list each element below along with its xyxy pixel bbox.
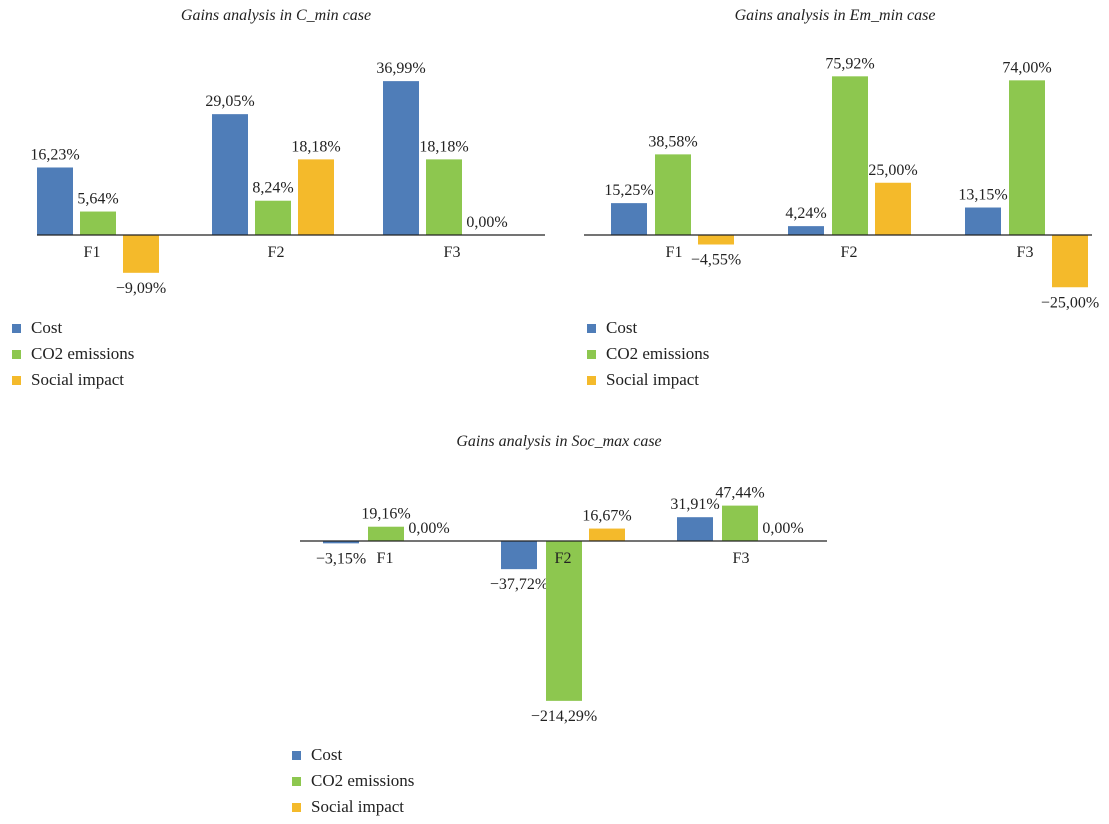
bar-social-impact-f2 bbox=[875, 182, 911, 235]
data-label: −9,09% bbox=[116, 280, 166, 297]
bar-cost-f3 bbox=[677, 517, 713, 541]
category-label: F1 bbox=[377, 550, 394, 567]
bar-co2-emissions-f1 bbox=[368, 526, 404, 541]
data-label: 13,15% bbox=[958, 187, 1007, 204]
data-label: 29,05% bbox=[205, 93, 254, 110]
legend-label: Social impact bbox=[606, 370, 699, 389]
legend-label: Social impact bbox=[311, 797, 404, 816]
bar-co2-emissions-f1 bbox=[655, 154, 691, 235]
category-label: F2 bbox=[268, 244, 285, 261]
bar-social-impact-f1 bbox=[698, 235, 734, 245]
bar-cost-f2 bbox=[788, 226, 824, 235]
legend: Cost CO2 emissions Social impact bbox=[12, 318, 134, 389]
data-label: 74,00% bbox=[1002, 59, 1051, 76]
data-label: 47,44% bbox=[715, 485, 764, 502]
legend-label: Cost bbox=[311, 745, 342, 764]
bar-social-impact-f1 bbox=[123, 235, 159, 273]
bar-co2-emissions-f2 bbox=[255, 200, 291, 235]
bar-co2-emissions-f2 bbox=[832, 76, 868, 235]
legend-swatch bbox=[12, 350, 21, 359]
data-label: 31,91% bbox=[670, 496, 719, 513]
legend-label: CO2 emissions bbox=[31, 344, 134, 363]
legend-label: Cost bbox=[606, 318, 637, 337]
data-label: −3,15% bbox=[316, 550, 366, 567]
legend: Cost CO2 emissions Social impact bbox=[292, 745, 414, 816]
bar-social-impact-f2 bbox=[298, 159, 334, 235]
legend-swatch bbox=[587, 376, 596, 385]
legend-swatch bbox=[12, 376, 21, 385]
data-label: 0,00% bbox=[408, 520, 449, 537]
data-label: −214,29% bbox=[531, 708, 597, 725]
legend-swatch bbox=[587, 350, 596, 359]
data-label: −37,72% bbox=[490, 576, 548, 593]
legend-swatch bbox=[587, 324, 596, 333]
data-label: 4,24% bbox=[785, 205, 826, 222]
bar-cost-f1 bbox=[611, 203, 647, 235]
category-label: F3 bbox=[444, 244, 461, 261]
category-label: F2 bbox=[841, 244, 858, 261]
data-label: 0,00% bbox=[466, 214, 507, 231]
legend-label: Cost bbox=[31, 318, 62, 337]
legend-label: CO2 emissions bbox=[311, 771, 414, 790]
bar-social-impact-f2 bbox=[589, 528, 625, 541]
bar-cost-f3 bbox=[965, 207, 1001, 235]
legend-swatch bbox=[12, 324, 21, 333]
data-label: 19,16% bbox=[361, 506, 410, 523]
category-label: F1 bbox=[84, 244, 101, 261]
legend-label: Social impact bbox=[31, 370, 124, 389]
bar-cost-f3 bbox=[383, 81, 419, 235]
bar-co2-emissions-f3 bbox=[722, 505, 758, 541]
chart-c-min: Gains analysis in C_min case 16,23% 29,05%… bbox=[12, 7, 545, 389]
chart-title: Gains analysis in C_min case bbox=[181, 7, 371, 24]
data-label: 38,58% bbox=[648, 133, 697, 150]
legend-swatch bbox=[292, 803, 301, 812]
data-label: 0,00% bbox=[762, 520, 803, 537]
chart-title: Gains analysis in Em_min case bbox=[735, 7, 936, 24]
legend-swatch bbox=[292, 777, 301, 786]
data-label: 75,92% bbox=[825, 55, 874, 72]
chart-soc-max: Gains analysis in Soc_max case −3,15% −37,… bbox=[292, 433, 827, 816]
bar-cost-f1 bbox=[37, 167, 73, 235]
data-label: −4,55% bbox=[691, 252, 741, 269]
data-label: 15,25% bbox=[604, 182, 653, 199]
category-label: F3 bbox=[733, 550, 750, 567]
data-label: 36,99% bbox=[376, 60, 425, 77]
bar-cost-f2 bbox=[501, 541, 537, 570]
legend-swatch bbox=[292, 751, 301, 760]
data-label: 18,18% bbox=[291, 138, 340, 155]
bar-co2-emissions-f3 bbox=[426, 159, 462, 235]
category-label: F1 bbox=[666, 244, 683, 261]
data-label: 16,67% bbox=[582, 508, 631, 525]
category-label: F2 bbox=[555, 550, 572, 567]
data-label: 18,18% bbox=[419, 138, 468, 155]
bar-co2-emissions-f2 bbox=[546, 541, 582, 701]
data-label: 5,64% bbox=[77, 191, 118, 208]
bar-cost-f1 bbox=[323, 541, 359, 544]
bar-co2-emissions-f3 bbox=[1009, 80, 1045, 235]
chart-title: Gains analysis in Soc_max case bbox=[456, 433, 661, 450]
bar-social-impact-f3 bbox=[1052, 235, 1088, 288]
category-label: F3 bbox=[1017, 244, 1034, 261]
data-label: −25,00% bbox=[1041, 294, 1099, 311]
data-label: 16,23% bbox=[30, 146, 79, 163]
data-label: 25,00% bbox=[868, 162, 917, 179]
bar-co2-emissions-f1 bbox=[80, 211, 116, 235]
legend: Cost CO2 emissions Social impact bbox=[587, 318, 709, 389]
data-label: 8,24% bbox=[252, 180, 293, 197]
chart-em-min: Gains analysis in Em_min case 15,25% 4,24%… bbox=[584, 7, 1099, 389]
legend-label: CO2 emissions bbox=[606, 344, 709, 363]
bar-cost-f2 bbox=[212, 114, 248, 235]
